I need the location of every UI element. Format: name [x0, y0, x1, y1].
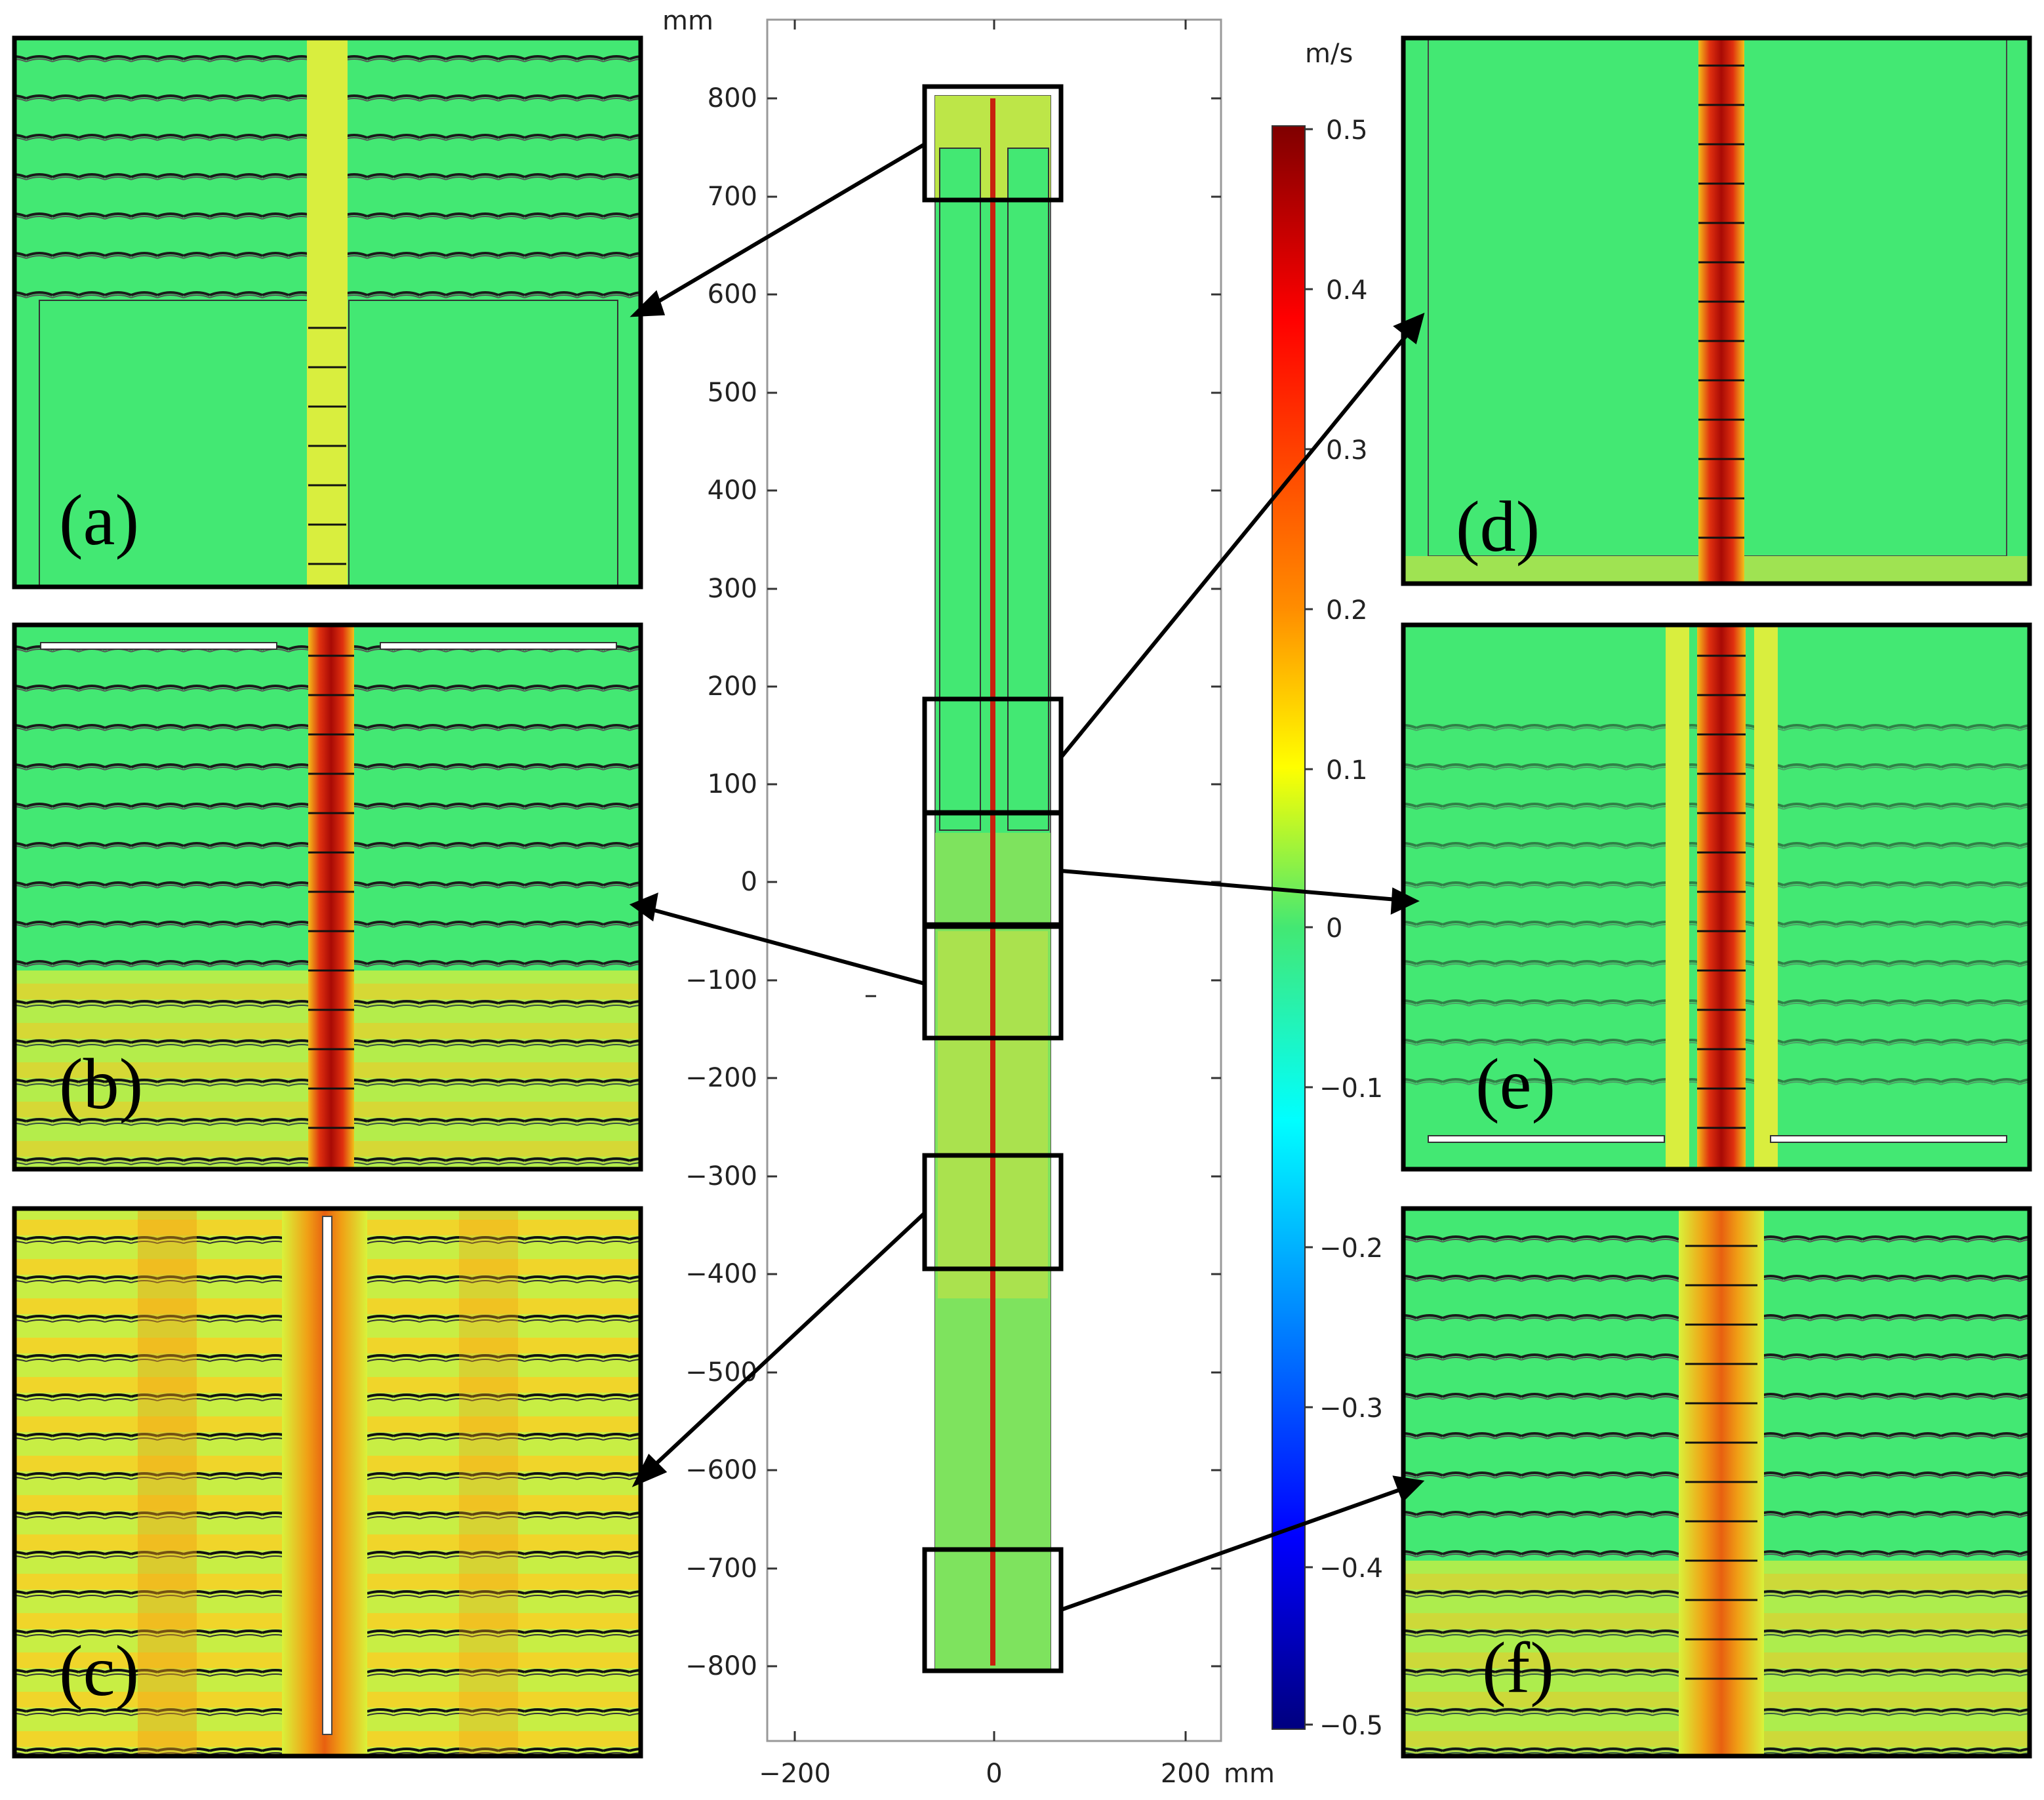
y-tick-label: −100 — [685, 965, 757, 995]
panel-label-e: (e) — [1475, 1044, 1555, 1124]
y-tick-label: −700 — [685, 1553, 757, 1584]
arrow-b — [649, 907, 925, 986]
y-tick-label: 800 — [708, 83, 757, 113]
x-tick-label: 0 — [986, 1759, 1002, 1789]
arrowhead-d — [1393, 312, 1425, 345]
panel-e: (e) — [1401, 622, 2032, 1172]
y-tick-label: 100 — [708, 769, 757, 799]
panel-f: (f) — [1401, 1206, 2032, 1759]
arrowhead-c — [631, 1453, 668, 1487]
y-tick-label: −500 — [685, 1357, 757, 1388]
colorbar-tick-label: −0.5 — [1319, 1711, 1383, 1741]
y-unit-label: mm — [662, 6, 713, 36]
colorbar-tick-label: −0.2 — [1319, 1233, 1383, 1264]
panel-b: (b) — [12, 622, 643, 1172]
y-tick-label: −800 — [685, 1651, 757, 1681]
y-tick-label: 400 — [708, 475, 757, 506]
arrow-a — [648, 142, 926, 309]
y-tick-label: −600 — [685, 1455, 757, 1485]
colorbar-tick-label: 0.5 — [1326, 115, 1368, 146]
colorbar-unit-label: m/s — [1305, 39, 1353, 69]
zoom-box-f — [922, 1547, 1064, 1673]
x-unit-label: mm — [1224, 1759, 1275, 1789]
colorbar-tick-label: 0.3 — [1326, 435, 1368, 466]
panel-label-c: (c) — [59, 1631, 139, 1711]
colorbar-tick-label: −0.4 — [1319, 1553, 1383, 1584]
y-tick-label: −200 — [685, 1063, 757, 1093]
arrow-f — [1060, 1487, 1405, 1612]
panel-label-a: (a) — [59, 480, 139, 560]
y-tick-label: 600 — [708, 279, 757, 310]
colorbar-gradient — [1272, 125, 1306, 1730]
panel-d: (d) — [1401, 35, 2032, 586]
colorbar-tick-label: 0 — [1326, 913, 1342, 944]
x-tick-label: 200 — [1161, 1759, 1211, 1789]
x-tick-label: −200 — [759, 1759, 831, 1789]
arrowhead-a — [630, 290, 666, 317]
reactor-domain — [934, 95, 1051, 1670]
colorbar-tick-label: 0.2 — [1326, 595, 1368, 626]
panel-label-b: (b) — [59, 1044, 143, 1124]
y-tick-labels: 800 700 600 500 400 300 200 100 0 −100 −… — [685, 83, 757, 1681]
y-tick-label: 700 — [708, 182, 757, 212]
y-tick-label: 0 — [741, 867, 757, 897]
y-tick-label: 200 — [708, 671, 757, 702]
panel-c: (c) — [12, 1206, 643, 1759]
colorbar: m/s 0.5 0.4 0.3 0.2 0.1 0 −0.1 −0.2 −0.3… — [1272, 39, 1383, 1741]
arrowhead-e — [1390, 887, 1420, 915]
y-tick-label: 500 — [708, 378, 757, 408]
colorbar-tick-label: −0.3 — [1319, 1393, 1383, 1424]
panel-label-f: (f) — [1482, 1628, 1554, 1708]
arrow-c — [647, 1211, 927, 1472]
panel-a: (a) — [12, 35, 643, 590]
y-tick-label: −400 — [685, 1259, 757, 1289]
colorbar-tick-label: 0.4 — [1326, 275, 1368, 306]
panel-label-d: (d) — [1456, 487, 1540, 567]
colorbar-tick-label: 0.1 — [1326, 755, 1368, 786]
center-plot: mm 800 700 600 500 400 300 200 100 0 −10… — [662, 6, 1275, 1789]
arrowhead-f — [1392, 1475, 1425, 1503]
arrow-e — [1060, 869, 1397, 902]
y-ticks — [767, 20, 1221, 1741]
y-tick-label: −300 — [685, 1161, 757, 1191]
stray-dash: – — [864, 980, 877, 1010]
x-tick-labels: −200 0 200 — [759, 1759, 1211, 1789]
zoom-arrows — [629, 142, 1425, 1612]
colorbar-tick-label: −0.1 — [1319, 1073, 1383, 1104]
arrowhead-b — [629, 892, 658, 922]
zoom-box-b — [922, 922, 1064, 1041]
zoom-box-a — [922, 84, 1064, 203]
zoom-box-c — [922, 1153, 1064, 1271]
colorbar-tick-labels: 0.5 0.4 0.3 0.2 0.1 0 −0.1 −0.2 −0.3 −0.… — [1319, 115, 1383, 1741]
arrow-d — [1059, 330, 1412, 759]
y-tick-label: 300 — [708, 574, 757, 604]
